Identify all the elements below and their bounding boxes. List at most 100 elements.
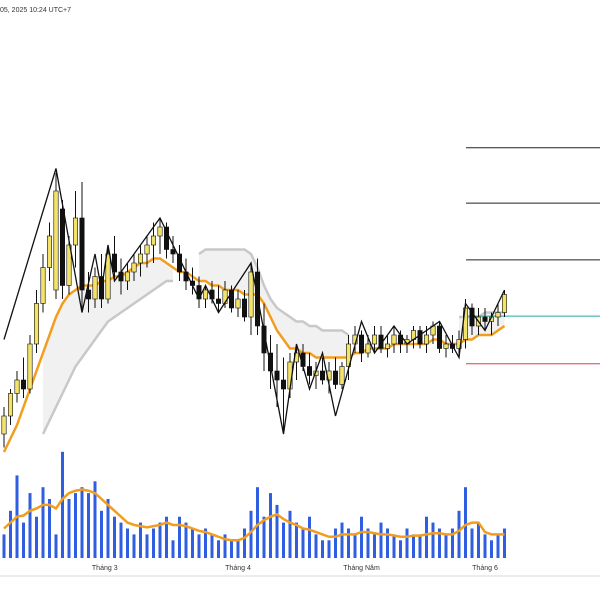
candle-body: [216, 298, 222, 304]
volume-bar: [425, 516, 428, 558]
volume-bar: [223, 534, 227, 558]
volume-bar: [191, 528, 194, 558]
candle-body: [53, 190, 59, 291]
volume-bar: [236, 540, 240, 558]
candle-body: [92, 276, 98, 300]
volume-bar: [340, 522, 344, 558]
volume-bar: [100, 510, 103, 558]
volume-bar: [249, 510, 253, 558]
volume-bar: [392, 534, 396, 558]
volume-bar: [451, 528, 454, 558]
volume-bar: [184, 522, 188, 558]
candle-body: [151, 235, 157, 246]
volume-bar: [152, 528, 155, 558]
volume-bar: [373, 534, 376, 558]
volume-bar: [464, 487, 467, 558]
candle-body: [170, 249, 176, 255]
volume-bar: [308, 516, 311, 558]
candle-body: [242, 298, 248, 318]
volume-bar: [399, 540, 402, 558]
candle-body: [79, 217, 85, 291]
volume-bar: [321, 540, 324, 558]
band-area: [43, 258, 173, 434]
volume-bar: [379, 522, 383, 558]
volume-bar: [158, 522, 162, 558]
volume-bar: [295, 522, 298, 558]
candle-body: [332, 370, 338, 385]
volume-bar: [28, 493, 32, 558]
volume-bar: [145, 534, 149, 558]
volume-bar: [496, 534, 500, 558]
volume-bar: [366, 528, 370, 558]
volume-bar: [80, 487, 84, 558]
candle-body: [229, 289, 235, 309]
volume-bar: [126, 528, 129, 558]
volume-bar: [431, 522, 435, 558]
volume-bar: [256, 487, 259, 558]
candle-body: [66, 244, 72, 286]
candle-body: [73, 217, 79, 246]
candle-body: [157, 226, 163, 237]
volume-bar: [477, 522, 480, 558]
volume-bar: [418, 534, 422, 558]
volume-bar: [93, 481, 97, 558]
volume-bar: [35, 516, 38, 558]
candle-body: [33, 303, 39, 345]
candle-body: [306, 366, 312, 376]
volume-bar: [490, 540, 493, 558]
candle-body: [423, 334, 429, 345]
candle-body: [125, 271, 131, 282]
zigzag-line: [3, 168, 506, 435]
candle-body: [469, 307, 475, 327]
candle-body: [248, 271, 254, 318]
candle-body: [319, 370, 325, 381]
candle-body: [436, 325, 442, 349]
volume-bar: [282, 522, 285, 558]
volume-bar: [41, 487, 45, 558]
candle-body: [280, 379, 286, 390]
volume-bar: [204, 528, 207, 558]
candle-body: [417, 330, 423, 345]
volume-bar: [334, 528, 337, 558]
volume-bar: [360, 516, 363, 558]
candle-body: [164, 226, 170, 250]
x-tick-label: Tháng 6: [472, 565, 498, 572]
candle-body: [1, 415, 7, 435]
volume-bar: [22, 522, 25, 558]
chart-title: 05, 2025 10:24 UTC+7: [0, 7, 71, 14]
volume-bar: [106, 499, 110, 558]
volume-bar: [2, 534, 6, 558]
volume-bar: [119, 522, 123, 558]
candle-body: [59, 208, 65, 286]
volume-bar: [314, 534, 318, 558]
candle-body: [20, 379, 26, 390]
volume-bar: [48, 499, 51, 558]
candle-body: [274, 370, 280, 381]
volume-bar: [9, 510, 12, 558]
candle-body: [112, 253, 118, 273]
candle-body: [46, 235, 52, 268]
candle-body: [14, 379, 20, 394]
candle-body: [144, 244, 150, 255]
volume-bar: [87, 493, 90, 558]
volume-bar: [503, 528, 506, 558]
candle-body: [267, 352, 273, 372]
volume-ma-line: [3, 488, 505, 542]
volume-bar: [165, 516, 168, 558]
volume-bar: [269, 493, 272, 558]
volume-bar: [230, 540, 233, 558]
volume-bar: [171, 540, 175, 558]
volume-bar: [275, 504, 279, 558]
volume-bar: [197, 534, 201, 558]
volume-bar: [347, 528, 350, 558]
volume-bar: [470, 528, 474, 558]
candle-body: [384, 343, 390, 349]
volume-bar: [483, 534, 487, 558]
volume-bar: [74, 493, 77, 558]
volume-bar: [457, 510, 461, 558]
candle-body: [131, 262, 137, 273]
candle-body: [482, 316, 488, 322]
band-line: [198, 248, 350, 337]
volume-bar: [444, 534, 448, 558]
